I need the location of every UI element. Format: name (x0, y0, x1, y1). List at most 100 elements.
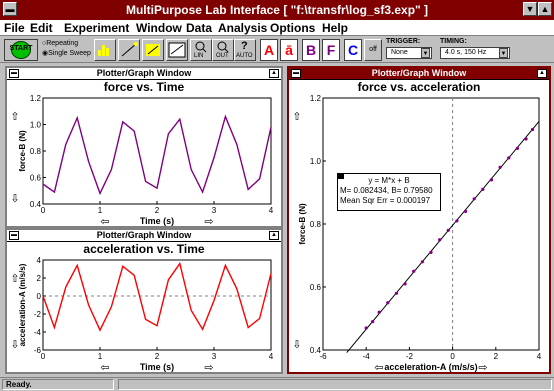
channel-c-off-button[interactable]: off (364, 39, 382, 61)
scatter-point (455, 219, 459, 223)
pan-down-icon: ⇩ (10, 193, 19, 205)
window-close-icon[interactable]: ▬ (291, 69, 301, 78)
scatter-point (371, 320, 375, 324)
repeating-radio[interactable]: ○Repeating (42, 40, 79, 47)
menu-analysis[interactable]: Analysis (218, 21, 268, 35)
force-accel-chart: -6 -4 -2 0 2 4 0.4 0.6 0.8 1.0 1.2 acceleration-A (… (292, 94, 541, 372)
y-tick-label: 1.0 (30, 121, 42, 130)
zoom-out-button[interactable]: OUT (212, 39, 234, 61)
y-tick-label: -2 (34, 310, 42, 319)
sweep-mode-group: ○Repeating ◉Single Sweep (42, 39, 91, 59)
trigger-select[interactable]: None ▼ (386, 47, 432, 59)
fit-error: Mean Sqr Err = 0.000197 (340, 196, 431, 205)
x-tick-label: 3 (212, 352, 217, 361)
x-axis-label: Time (s) (140, 362, 174, 372)
minimize-button[interactable]: ▼ (523, 2, 537, 16)
channel-a-button[interactable]: A (260, 39, 278, 61)
title-bar: ▬ MultiPurpose Lab Interface [ "f:\trans… (0, 0, 554, 20)
graph-tool-icon[interactable] (166, 39, 188, 61)
menu-bar: File Edit Experiment Window Data Analysi… (0, 20, 554, 36)
menu-window[interactable]: Window (136, 21, 182, 35)
zoom-lin-button[interactable]: LIN (190, 39, 212, 61)
scatter-point (438, 238, 442, 242)
y-tick-label: 1.0 (310, 157, 322, 166)
status-text: Ready. (2, 379, 114, 390)
menu-options[interactable]: Options (270, 21, 316, 35)
toolbar: START ○Repeating ◉Single Sweep LIN OUT ?… (0, 37, 554, 63)
trigger-dropdown-icon[interactable]: ▼ (421, 48, 430, 58)
x-tick-label: 2 (494, 352, 499, 361)
plot-area (42, 259, 272, 351)
x-tick-label: 3 (212, 206, 217, 215)
window-maximize-icon[interactable]: ▲ (269, 69, 279, 78)
channel-a-diff-button[interactable]: ā (280, 39, 298, 61)
scatter-point (364, 326, 368, 330)
window-close-icon[interactable]: ▬ (9, 231, 19, 240)
x-tick-label: 1 (98, 352, 103, 361)
menu-file[interactable]: File (4, 21, 25, 35)
scatter-point (403, 282, 407, 286)
y-tick-label: 4 (37, 256, 42, 265)
line-tool-icon[interactable] (118, 39, 140, 61)
fit-results-box[interactable]: y = M*x + B M= 0.082434, B= 0.79580 Mean… (337, 173, 441, 211)
x-tick-label: 2 (155, 352, 160, 361)
plot-window-force-accel[interactable]: ▬ Plotter/Graph Window ▲ force vs. accel… (287, 66, 551, 374)
pan-up-icon: ⇧ (10, 273, 19, 285)
menu-edit[interactable]: Edit (30, 21, 53, 35)
channel-b-button[interactable]: B (302, 39, 320, 61)
start-button[interactable]: START (4, 39, 38, 61)
pan-up-icon: ⇧ (292, 111, 301, 123)
x-axis-label: Time (s) (140, 216, 174, 226)
status-bar: Ready. (0, 377, 554, 391)
fit-line (346, 121, 540, 353)
y-tick-label: 0 (37, 292, 42, 301)
auto-scale-button[interactable]: ? AUTO (234, 39, 256, 61)
timing-label: TIMING: (440, 38, 467, 45)
y-axis-label: force-B (N) (298, 203, 307, 245)
system-menu-button[interactable]: ▬ (3, 2, 17, 16)
window-titlebar: ▬ Plotter/Graph Window ▲ (7, 68, 281, 80)
plot-area (322, 97, 540, 351)
accel-time-chart: 0 1 2 3 4 -6 -4 -2 0 2 4 Time (s) acceleration-A (m/… (10, 256, 273, 372)
pencil-icon[interactable] (142, 39, 164, 61)
scatter-point (498, 165, 502, 169)
fit-box-handle-icon[interactable] (338, 174, 344, 179)
x-tick-label: -4 (363, 352, 371, 361)
y-tick-label: 0.8 (310, 220, 322, 229)
pan-left-icon: ⇦ (100, 362, 109, 372)
y-tick-label: 0.4 (310, 346, 322, 355)
single-sweep-radio[interactable]: ◉Single Sweep (42, 50, 91, 57)
window-maximize-icon[interactable]: ▲ (269, 231, 279, 240)
plot-title: force vs. acceleration (357, 80, 481, 94)
scatter-point (394, 291, 399, 295)
window-titlebar: ▬ Plotter/Graph Window ▲ (7, 230, 281, 242)
window-close-icon[interactable]: ▬ (9, 69, 19, 78)
scatter-point (472, 197, 476, 201)
scatter-point (489, 178, 494, 182)
histogram-icon[interactable] (94, 39, 116, 61)
timing-dropdown-icon[interactable]: ▼ (499, 48, 508, 58)
status-panel (118, 379, 552, 390)
scatter-point (507, 156, 511, 160)
x-tick-label: 2 (155, 206, 160, 215)
fit-params: M= 0.082434, B= 0.79580 (340, 186, 433, 195)
y-axis-label: force-B (N) (18, 130, 27, 172)
y-tick-label: -4 (34, 328, 42, 337)
pan-left-icon: ⇦ (100, 216, 109, 226)
pan-down-icon: ⇩ (292, 339, 301, 351)
menu-experiment[interactable]: Experiment (64, 21, 130, 35)
plot-window-accel-time[interactable]: ▬ Plotter/Graph Window ▲ acceleration vs… (5, 228, 283, 374)
x-axis-label: acceleration-A (m/s/s) (384, 362, 477, 372)
channel-f-button[interactable]: F (322, 39, 340, 61)
x-tick-label: 0 (41, 352, 46, 361)
window-maximize-icon[interactable]: ▲ (537, 69, 547, 78)
pan-right-icon: ⇨ (478, 362, 487, 372)
timing-select[interactable]: 4.0 s, 150 Hz ▼ (440, 47, 510, 59)
menu-help[interactable]: Help (322, 21, 349, 35)
menu-data[interactable]: Data (186, 21, 213, 35)
scatter-point (515, 146, 519, 150)
y-tick-label: -6 (34, 346, 42, 355)
plot-window-force-time[interactable]: ▬ Plotter/Graph Window ▲ force vs. Time … (5, 66, 283, 228)
maximize-button[interactable]: ▲ (538, 2, 552, 16)
channel-c-button[interactable]: C (344, 39, 362, 61)
